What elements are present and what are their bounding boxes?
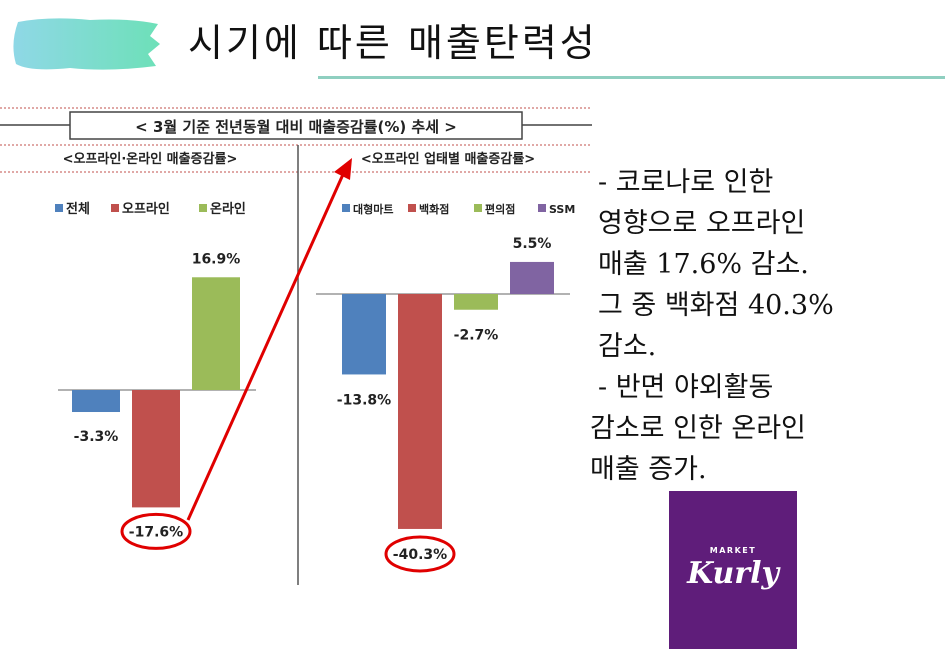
data-label: -13.8% <box>337 392 391 408</box>
title-underline <box>318 76 945 79</box>
legend-label: 대형마트 <box>353 202 393 216</box>
legend-label: 편의점 <box>485 202 515 216</box>
left-chart-title: <오프라인·온라인 매출증감률> <box>63 151 238 167</box>
sales-chart: < 3월 기준 전년동월 대비 매출증감률(%) 추세 > <오프라인·온라인 … <box>0 107 592 585</box>
legend-swatch <box>474 204 482 212</box>
note-line: 그 중 백화점 40.3% <box>598 290 834 321</box>
note-line: 감소로 인한 온라인 <box>590 413 806 444</box>
bar <box>454 294 498 310</box>
logo-main-text: Kurly <box>686 556 781 591</box>
legend-swatch <box>342 204 350 212</box>
right-legend: 대형마트 백화점 편의점 SSM <box>342 202 575 216</box>
right-chart-title: <오프라인 업태별 매출증감률> <box>361 151 535 167</box>
legend-swatch <box>199 204 207 212</box>
data-label: 16.9% <box>192 251 241 267</box>
note-line: 매출 17.6% 감소. <box>598 249 809 280</box>
legend-swatch <box>538 204 546 212</box>
legend-swatch <box>111 204 119 212</box>
data-label: -3.3% <box>74 429 119 445</box>
bar <box>132 390 180 508</box>
right-bars: -13.8% -40.3% -2.7% 5.5% <box>316 236 570 573</box>
note-line: 감소. <box>598 331 657 362</box>
bar <box>72 390 120 413</box>
legend-label: 오프라인 <box>122 201 170 217</box>
highlight-arrow <box>186 169 347 521</box>
arrow-head <box>334 158 352 180</box>
highlight-circle <box>384 535 456 573</box>
data-label: -40.3% <box>393 547 447 563</box>
bar <box>342 294 386 375</box>
legend-label: 백화점 <box>419 202 449 216</box>
note-line: - 코로나로 인한 <box>598 167 774 198</box>
data-label: -17.6% <box>129 524 183 540</box>
chart-header: < 3월 기준 전년동월 대비 매출증감률(%) 추세 > <box>135 118 457 136</box>
logo-small-text: MARKET <box>710 546 756 555</box>
highlight-circle <box>120 512 192 550</box>
data-label: 5.5% <box>513 236 552 252</box>
note-line: 매출 증가. <box>590 454 707 485</box>
bar <box>192 277 240 390</box>
note-line: - 반면 야외활동 <box>598 372 774 403</box>
legend-label: 전체 <box>66 201 90 217</box>
left-legend: 전체 오프라인 온라인 <box>55 201 246 217</box>
note-line: 영향으로 오프라인 <box>598 208 806 239</box>
legend-swatch <box>408 204 416 212</box>
bar <box>510 261 554 294</box>
legend-label: SSM <box>549 203 575 216</box>
data-label: -2.7% <box>454 328 499 344</box>
title-brush-decoration <box>13 18 160 70</box>
slide-title: 시기에 따른 매출탄력성 <box>188 21 598 65</box>
legend-swatch <box>55 204 63 212</box>
market-kurly-logo: MARKET Kurly <box>669 491 797 649</box>
notes: - 코로나로 인한 영향으로 오프라인 매출 17.6% 감소. 그 중 백화점… <box>590 162 945 490</box>
bar <box>398 294 442 529</box>
legend-label: 온라인 <box>210 201 246 217</box>
left-bars: -3.3% -17.6% 16.9% <box>58 251 256 550</box>
